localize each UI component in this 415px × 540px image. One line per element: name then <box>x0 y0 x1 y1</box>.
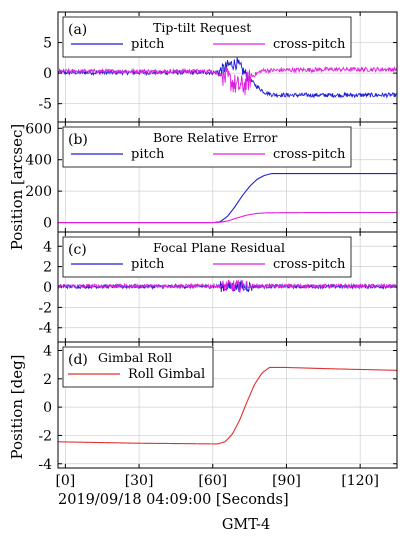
legend-label: cross-pitch <box>273 37 346 52</box>
panel-4: -4 -2 0 2 4 (d) Gimbal Roll Roll Gimbal <box>38 341 398 473</box>
y-tick-label: -2 <box>38 428 52 444</box>
panel-3: -4 -2 0 2 4 (c) Focal Plane Residual pitch cross… <box>38 231 398 343</box>
legend: (a) Tip-tilt Request pitch cross-pitch <box>62 16 352 58</box>
y-tick-label: 400 <box>25 153 52 169</box>
x-tick-label: [120] <box>341 473 379 489</box>
x-tick-label: [60] <box>198 473 227 489</box>
y-tick-label: 200 <box>25 184 52 200</box>
panel-title: Bore Relative Error <box>153 130 277 145</box>
legend-label: pitch <box>131 257 165 272</box>
legend-box <box>62 346 214 388</box>
y-tick-label: 600 <box>25 121 52 137</box>
y-tick-label: 4 <box>43 239 52 255</box>
legend-label: pitch <box>131 37 165 52</box>
legend: (c) Focal Plane Residual pitch cross-pitch <box>62 236 352 278</box>
y-tick-label: 4 <box>43 343 52 359</box>
legend-box <box>62 126 352 168</box>
series-line-cross-pitch <box>58 279 397 294</box>
y-tick-label: 0 <box>43 400 52 416</box>
y-tick-label: -4 <box>38 457 52 473</box>
panel-label: (d) <box>68 352 88 368</box>
timezone-label: GMT-4 <box>222 517 270 533</box>
legend-label: pitch <box>131 147 165 162</box>
series-line-cross-pitch <box>58 211 397 224</box>
legend-box <box>62 236 352 278</box>
y-tick-label: 2 <box>43 260 52 276</box>
x-tick-labels: [0] [30] [60] [90] [120] <box>55 473 379 489</box>
y-tick-label: 0 <box>43 216 52 232</box>
panel-title: Gimbal Roll <box>98 350 172 365</box>
panel-label: (b) <box>68 132 88 148</box>
legend-label: cross-pitch <box>273 257 346 272</box>
panel-title: Focal Plane Residual <box>153 240 285 255</box>
x-tick-label: [90] <box>272 473 301 489</box>
y-tick-label: -4 <box>38 321 52 337</box>
panel-label: (c) <box>68 242 87 258</box>
panel-label: (a) <box>68 22 87 38</box>
y-tick-label: 5 <box>43 36 52 52</box>
legend-box <box>62 16 352 58</box>
ylabel-arcsec: Position [arcsec] <box>8 124 26 251</box>
x-tick-label: [30] <box>125 473 154 489</box>
series-line-pitch <box>58 57 397 99</box>
x-tick-label: [0] <box>55 473 75 489</box>
y-tick-label: 2 <box>43 372 52 388</box>
panel-title: Tip-tilt Request <box>153 20 251 35</box>
y-tick-label: -5 <box>38 97 52 113</box>
legend-label: Roll Gimbal <box>128 367 205 382</box>
ylabel-deg: Position [deg] <box>8 354 26 459</box>
legend: (b) Bore Relative Error pitch cross-pitch <box>62 126 352 168</box>
panel-1: -5 0 5 (a) Tip-tilt Request pitch cross-pitch <box>38 11 398 123</box>
series-line-cross-pitch <box>58 65 397 95</box>
y-tick-label: 0 <box>43 280 52 296</box>
series-line-roll-gimbal <box>58 366 397 445</box>
legend: (d) Gimbal Roll Roll Gimbal <box>62 346 214 388</box>
y-tick-label: 0 <box>43 66 52 82</box>
y-tick-label: -2 <box>38 300 52 316</box>
series-line-pitch <box>58 172 397 224</box>
panel-2: 0 200 400 600 (b) Bore Relative Error pitch cro… <box>25 121 398 233</box>
x-axis-label: 2019/09/18 04:09:00 [Seconds] <box>58 492 289 508</box>
legend-label: cross-pitch <box>273 147 346 162</box>
plot-frame <box>57 341 398 469</box>
